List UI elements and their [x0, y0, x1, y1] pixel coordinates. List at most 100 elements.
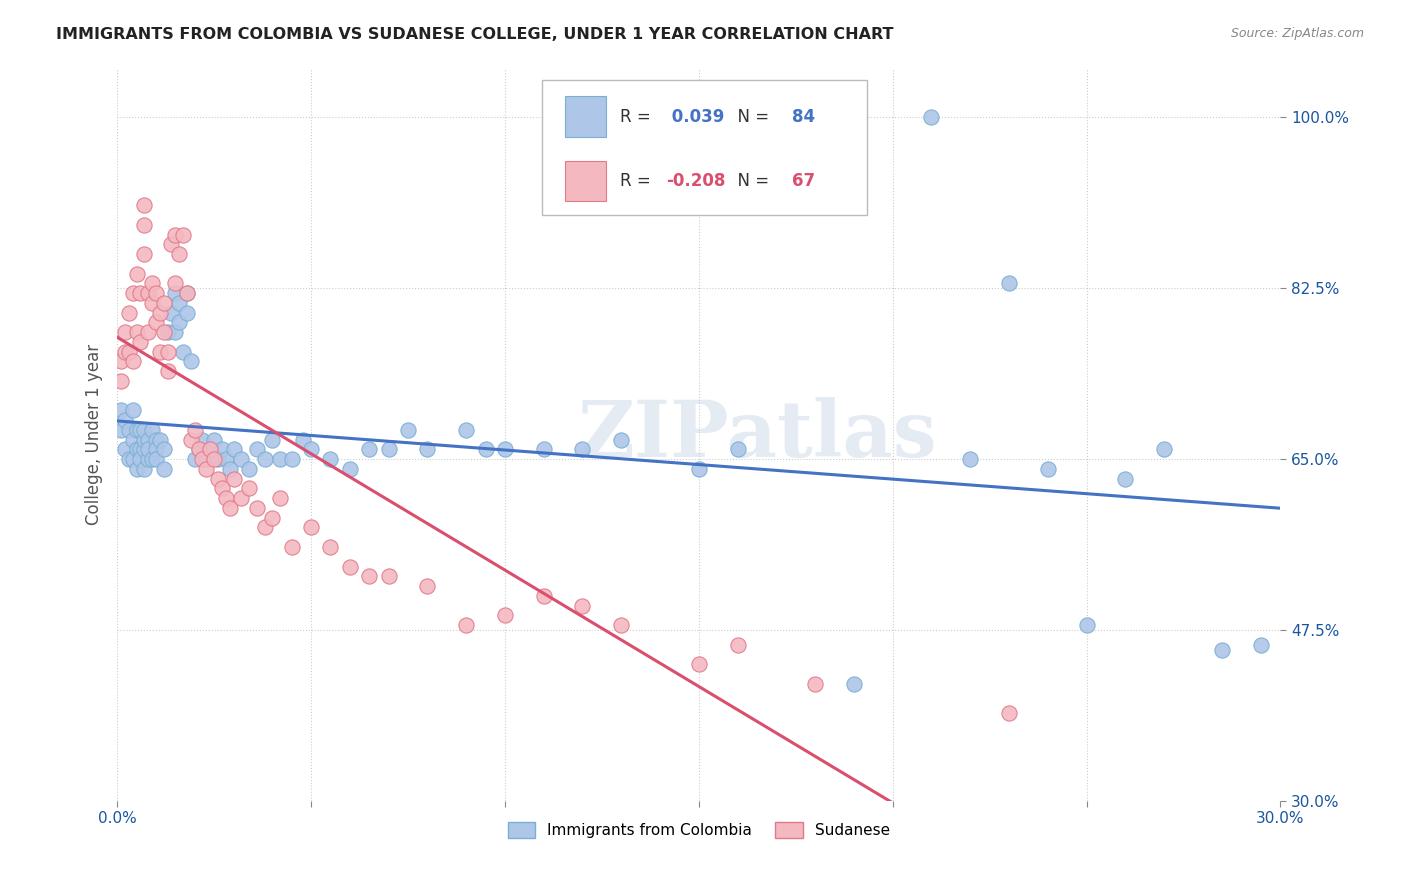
Point — [125, 325, 148, 339]
Point — [269, 491, 291, 505]
Point — [110, 403, 132, 417]
Point — [136, 442, 159, 457]
Point — [145, 315, 167, 329]
Point — [280, 452, 302, 467]
Point — [125, 442, 148, 457]
FancyBboxPatch shape — [541, 79, 868, 215]
Point — [176, 305, 198, 319]
Point — [396, 423, 419, 437]
Point — [804, 676, 827, 690]
Point — [571, 442, 593, 457]
Point — [165, 286, 187, 301]
Point — [207, 452, 229, 467]
Point — [359, 569, 381, 583]
Point — [280, 540, 302, 554]
Point — [165, 227, 187, 242]
Point — [118, 423, 141, 437]
Point — [533, 589, 555, 603]
Point — [215, 452, 238, 467]
Point — [121, 354, 143, 368]
Point — [152, 296, 174, 310]
Point — [610, 618, 633, 632]
Point — [156, 325, 179, 339]
Point — [231, 452, 253, 467]
Point — [118, 305, 141, 319]
Point — [1114, 472, 1136, 486]
Point — [114, 442, 136, 457]
Legend: Immigrants from Colombia, Sudanese: Immigrants from Colombia, Sudanese — [502, 816, 896, 845]
Point — [474, 442, 496, 457]
Point — [200, 442, 222, 457]
Point — [456, 618, 478, 632]
Point — [149, 433, 172, 447]
Point — [141, 452, 163, 467]
Point — [114, 413, 136, 427]
Point — [1211, 642, 1233, 657]
Point — [141, 277, 163, 291]
Text: R =: R = — [620, 108, 655, 126]
Point — [688, 657, 710, 672]
Point — [262, 510, 284, 524]
Point — [165, 325, 187, 339]
Point — [176, 286, 198, 301]
Point — [184, 423, 207, 437]
Point — [134, 442, 156, 457]
Point — [494, 442, 516, 457]
Point — [202, 452, 225, 467]
Point — [339, 462, 361, 476]
Point — [195, 452, 218, 467]
Point — [129, 442, 152, 457]
Point — [125, 423, 148, 437]
Point — [152, 462, 174, 476]
Point — [269, 452, 291, 467]
Point — [136, 325, 159, 339]
Point — [180, 433, 202, 447]
Point — [114, 325, 136, 339]
Point — [156, 344, 179, 359]
Point — [191, 433, 214, 447]
Point — [172, 344, 194, 359]
Point — [145, 433, 167, 447]
Point — [145, 442, 167, 457]
Point — [149, 344, 172, 359]
Point — [156, 364, 179, 378]
Point — [1076, 618, 1098, 632]
Point — [319, 452, 342, 467]
Text: N =: N = — [727, 171, 775, 190]
Point — [195, 462, 218, 476]
Y-axis label: College, Under 1 year: College, Under 1 year — [86, 344, 103, 525]
Point — [998, 706, 1021, 720]
Point — [339, 559, 361, 574]
Point — [118, 344, 141, 359]
Text: Source: ZipAtlas.com: Source: ZipAtlas.com — [1230, 27, 1364, 40]
Point — [152, 442, 174, 457]
Point — [727, 638, 749, 652]
Point — [129, 423, 152, 437]
Point — [211, 482, 233, 496]
Point — [180, 354, 202, 368]
Point — [134, 433, 156, 447]
Point — [172, 227, 194, 242]
Point — [292, 433, 315, 447]
Point — [136, 286, 159, 301]
Point — [211, 442, 233, 457]
Point — [253, 452, 276, 467]
Point — [377, 442, 399, 457]
Point — [129, 452, 152, 467]
Text: IMMIGRANTS FROM COLOMBIA VS SUDANESE COLLEGE, UNDER 1 YEAR CORRELATION CHART: IMMIGRANTS FROM COLOMBIA VS SUDANESE COL… — [56, 27, 894, 42]
Point — [167, 247, 190, 261]
Text: -0.208: -0.208 — [666, 171, 725, 190]
Point — [246, 500, 269, 515]
Point — [125, 267, 148, 281]
Point — [134, 462, 156, 476]
Text: R =: R = — [620, 171, 655, 190]
Text: ZIPatlas: ZIPatlas — [576, 397, 936, 473]
Point — [494, 608, 516, 623]
Point — [688, 462, 710, 476]
Text: 0.039: 0.039 — [666, 108, 724, 126]
Point — [1036, 462, 1059, 476]
Point — [207, 472, 229, 486]
Point — [1250, 638, 1272, 652]
Point — [121, 452, 143, 467]
Point — [222, 472, 245, 486]
